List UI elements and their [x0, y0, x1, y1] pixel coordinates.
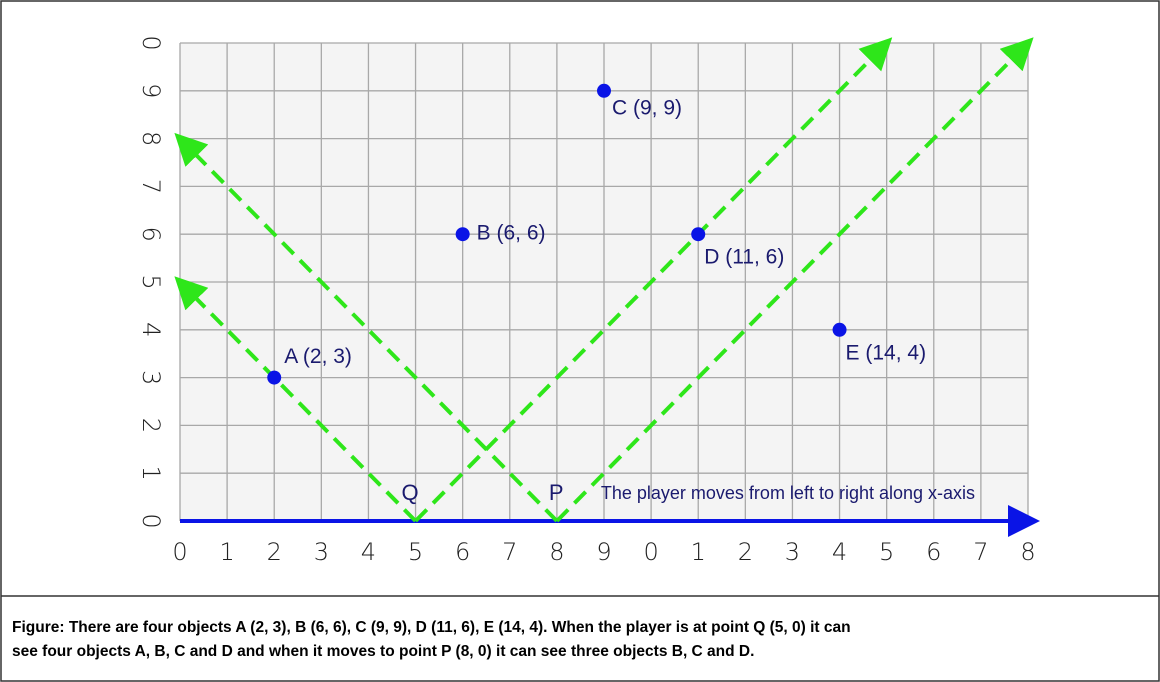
annotation: The player moves from left to right alon…: [601, 483, 975, 503]
caption-line: see four objects A, B, C and D and when …: [12, 643, 754, 660]
annotation: P: [549, 480, 564, 505]
y-tick-label: 1: [137, 466, 165, 481]
point-label: B (6, 6): [477, 222, 546, 245]
x-tick-label: 2: [738, 538, 753, 566]
sight-line: [414, 37, 893, 523]
y-tick-label: 4: [137, 322, 165, 337]
y-tick-label: 5: [137, 274, 165, 289]
x-tick-label: 7: [502, 538, 517, 566]
x-tick-label: 4: [832, 538, 847, 566]
caption-line: Figure: There are four objects A (2, 3),…: [12, 619, 851, 636]
sight-line: [174, 276, 417, 523]
x-tick-label: 5: [408, 538, 423, 566]
y-tick-label: 8: [137, 131, 165, 146]
y-tick-label: 9: [137, 83, 165, 98]
x-tick-label: 1: [219, 538, 234, 566]
x-tick-label: 3: [314, 538, 329, 566]
sight-line: [174, 132, 559, 523]
x-tick-label: 3: [785, 538, 800, 566]
object-point: [691, 227, 706, 242]
x-tick-label: 1: [691, 538, 706, 566]
x-tick-label: 8: [549, 538, 564, 566]
sight-line: [555, 37, 1034, 523]
point-label: D (11, 6): [704, 246, 784, 269]
y-tick-label: 6: [137, 227, 165, 242]
x-tick-label: 4: [361, 538, 376, 566]
annotation: Q: [402, 480, 419, 505]
x-tick-label: 2: [267, 538, 282, 566]
object-point: [597, 83, 611, 98]
object-point: [267, 370, 282, 385]
y-tick-label: 2: [137, 418, 165, 433]
point-label: C (9, 9): [612, 96, 682, 119]
point-label: E (14, 4): [846, 341, 927, 364]
y-tick-label: 0: [137, 513, 165, 528]
x-tick-label: 5: [879, 538, 894, 566]
x-tick-label: 9: [596, 538, 611, 566]
x-tick-label: 7: [973, 538, 988, 566]
x-tick-label: 6: [455, 538, 470, 566]
y-tick-label: 3: [137, 370, 165, 385]
x-tick-label: 6: [926, 538, 941, 566]
x-tick-label: 0: [172, 538, 187, 566]
point-label: A (2, 3): [284, 345, 352, 368]
object-point: [832, 322, 847, 337]
y-tick-label: 7: [137, 179, 165, 194]
x-tick-label: 0: [643, 538, 658, 566]
object-point: [455, 227, 470, 242]
y-tick-label: 0: [137, 35, 165, 50]
x-tick-label: 8: [1020, 538, 1035, 566]
